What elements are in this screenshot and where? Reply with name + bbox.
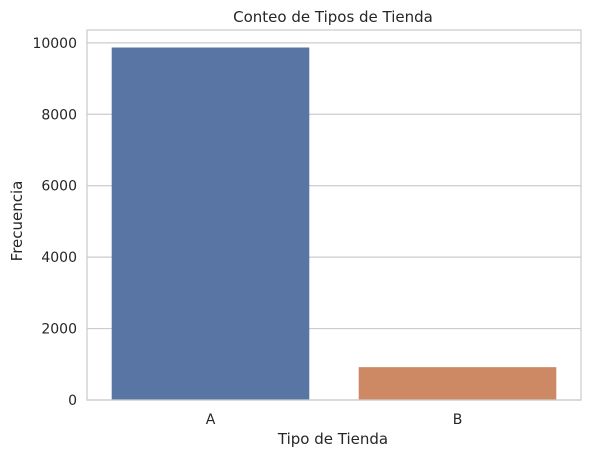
- bar-b: [358, 367, 557, 400]
- x-axis-label: Tipo de Tienda: [277, 430, 388, 448]
- bars: [111, 47, 557, 400]
- plot-frame: [86, 29, 582, 401]
- y-tick-label: 8000: [41, 107, 77, 123]
- y-axis-label: Frecuencia: [8, 181, 26, 262]
- y-tick-label: 0: [68, 393, 77, 409]
- bar-a: [111, 47, 310, 400]
- x-tick-label: A: [206, 412, 216, 428]
- y-tick-label: 2000: [41, 322, 77, 338]
- y-tick-label: 6000: [41, 179, 77, 195]
- x-tick-label: B: [453, 412, 463, 428]
- chart-title: Conteo de Tipos de Tienda: [233, 8, 433, 26]
- y-tick-labels: 0 2000 4000 6000 8000 10000: [32, 36, 77, 409]
- y-tick-label: 10000: [32, 36, 77, 52]
- y-tick-label: 4000: [41, 250, 77, 266]
